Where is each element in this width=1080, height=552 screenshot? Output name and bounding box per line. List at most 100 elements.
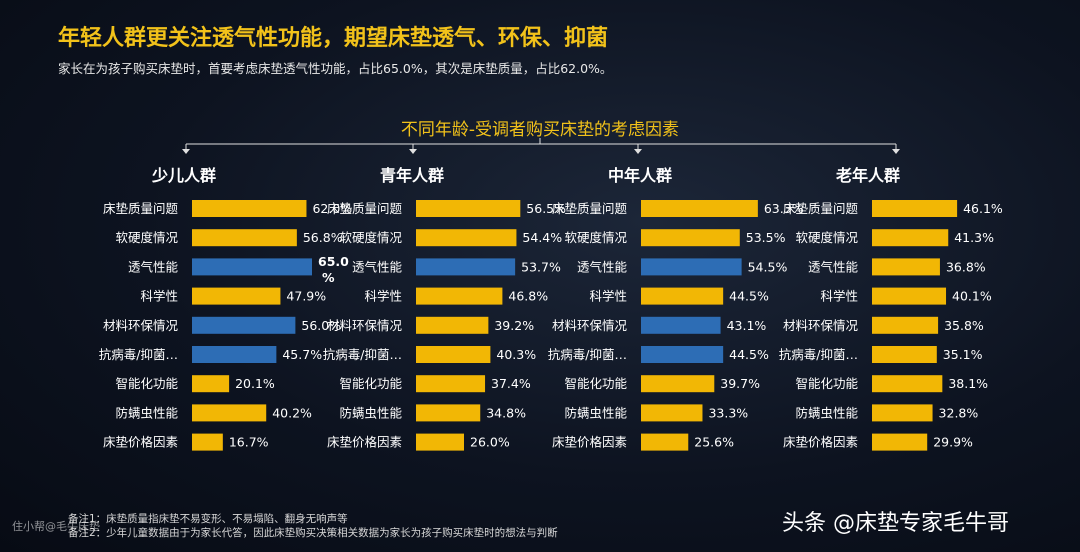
page-subtitle: 家长在为孩子购买床垫时，首要考虑床垫透气性功能，占比65.0%，其次是床垫质量，… [58, 61, 613, 76]
category-label: 科学性 [589, 289, 627, 304]
category-label: 抗病毒/抑菌… [779, 347, 858, 362]
bar [192, 346, 277, 363]
bar [872, 258, 940, 276]
watermark-right: 头条 @床垫专家毛牛哥 [782, 511, 1009, 536]
category-label: 透气性能 [352, 259, 403, 274]
bar [872, 433, 928, 451]
value-label: 40.1% [952, 289, 992, 304]
category-label: 智能化功能 [564, 376, 627, 391]
value-label: 39.2% [494, 318, 534, 333]
category-label: 智能化功能 [339, 376, 402, 391]
value-label: 36.8% [946, 259, 986, 274]
category-label: 透气性能 [808, 259, 859, 274]
value-label: 65.0 [318, 254, 349, 269]
category-label: 智能化功能 [115, 376, 178, 391]
bracket-connector [182, 138, 900, 154]
category-label: 床垫质量问题 [327, 201, 403, 216]
category-label: 材料环保情况 [783, 318, 859, 333]
panel-youth: 青年人群 床垫质量问题 56.5% 软硬度情况 54.4% 透气性能 53.7% 科学性 46… [304, 162, 566, 462]
bar [872, 404, 933, 422]
bar [416, 258, 516, 276]
panel-title: 青年人群 [380, 166, 445, 185]
category-label: 材料环保情况 [103, 318, 179, 333]
value-label: 44.5% [729, 347, 769, 362]
bar [641, 375, 715, 393]
value-label: 62.0% [312, 201, 352, 216]
value-unit: % [322, 270, 335, 285]
bar-chart-children: 床垫质量问题 62.0% 软硬度情况 56.8% 透气性能 65.0% 科学性 47.9% 材料… [99, 200, 352, 451]
category-label: 抗病毒/抑菌… [323, 347, 402, 362]
bar-chart-middle-aged: 床垫质量问题 63.3% 软硬度情况 53.5% 透气性能 54.5% 科学性 44.5% 材料… [548, 200, 804, 451]
panel-title: 中年人群 [608, 166, 673, 185]
footnote-1: 备注1：床垫质量指床垫不易变形、不易塌陷、翻身无响声等 [68, 513, 348, 525]
bar [416, 316, 489, 334]
bar [641, 433, 689, 451]
category-label: 床垫价格因素 [552, 435, 627, 450]
bar [192, 287, 281, 305]
value-label: 54.5% [748, 259, 788, 274]
value-label: 56.5% [526, 201, 566, 216]
bar [416, 346, 491, 363]
footnote-2: 备注2：少年儿童数据由于为家长代答，因此床垫购买决策相关数据为家长为孩子购买床垫… [68, 527, 558, 539]
page-title: 年轻人群更关注透气性功能，期望床垫透气、环保、抑菌 [58, 26, 609, 51]
bar-chart-elderly: 床垫质量问题 46.1% 软硬度情况 41.3% 透气性能 36.8% 科学性 40.1% 材料… [779, 200, 1003, 451]
category-label: 抗病毒/抑菌… [99, 347, 178, 362]
bar [872, 287, 947, 305]
category-label: 透气性能 [128, 259, 179, 274]
panel-children: 少儿人群 床垫质量问题 62.0% 软硬度情况 56.8% 透气性能 65.0% 科学性 47… [80, 162, 352, 462]
bar [416, 375, 486, 393]
bar [416, 200, 521, 217]
value-label: 39.7% [720, 376, 760, 391]
bar [872, 200, 958, 217]
category-label: 床垫价格因素 [327, 435, 402, 450]
bar [416, 404, 481, 422]
value-label: 32.8% [939, 405, 979, 420]
category-label: 防螨虫性能 [795, 405, 858, 420]
bar [192, 258, 312, 276]
category-label: 智能化功能 [795, 376, 858, 391]
category-label: 床垫质量问题 [552, 201, 628, 216]
bar [872, 375, 943, 393]
bar [641, 200, 758, 217]
bar [416, 433, 464, 451]
panel-title: 少儿人群 [152, 166, 217, 185]
value-label: 44.5% [729, 289, 769, 304]
value-label: 38.1% [948, 376, 988, 391]
bar [416, 229, 517, 247]
category-label: 软硬度情况 [339, 230, 402, 245]
value-label: 35.8% [944, 318, 984, 333]
category-label: 床垫价格因素 [103, 435, 178, 450]
category-label: 软硬度情况 [795, 230, 858, 245]
category-label: 材料环保情况 [552, 318, 628, 333]
value-label: 53.5% [746, 230, 786, 245]
value-label: 40.3% [496, 347, 536, 362]
panel-title: 老年人群 [836, 166, 901, 185]
panel-elderly: 老年人群 床垫质量问题 46.1% 软硬度情况 41.3% 透气性能 36.8% 科学性 40… [760, 162, 1003, 462]
value-label: 54.4% [522, 230, 562, 245]
value-label: 45.7% [282, 347, 322, 362]
category-label: 床垫质量问题 [783, 201, 859, 216]
category-label: 科学性 [140, 289, 178, 304]
value-label: 16.7% [229, 435, 269, 450]
bar [192, 200, 307, 217]
category-label: 防螨虫性能 [339, 405, 402, 420]
bar [192, 375, 230, 393]
bar [192, 433, 223, 451]
footnotes: 备注1：床垫质量指床垫不易变形、不易塌陷、翻身无响声等 备注2：少年儿童数据由于… [68, 512, 558, 540]
value-label: 63.3% [764, 201, 804, 216]
chart-title: 不同年龄-受调者购买床垫的考虑因素 [400, 120, 680, 140]
category-label: 软硬度情况 [564, 230, 627, 245]
bar [641, 287, 724, 305]
bar [192, 404, 267, 422]
value-label: 34.8% [486, 405, 526, 420]
value-label: 56.0% [301, 318, 341, 333]
value-label: 33.3% [708, 405, 748, 420]
value-label: 56.8% [303, 230, 343, 245]
bar [872, 229, 949, 247]
value-label: 46.8% [508, 289, 548, 304]
category-label: 抗病毒/抑菌… [548, 347, 627, 362]
bar [416, 287, 503, 305]
category-label: 床垫价格因素 [783, 435, 858, 450]
panel-middle-aged: 中年人群 床垫质量问题 63.3% 软硬度情况 53.5% 透气性能 54.5% 科学性 44… [529, 162, 804, 462]
value-label: 29.9% [933, 435, 973, 450]
